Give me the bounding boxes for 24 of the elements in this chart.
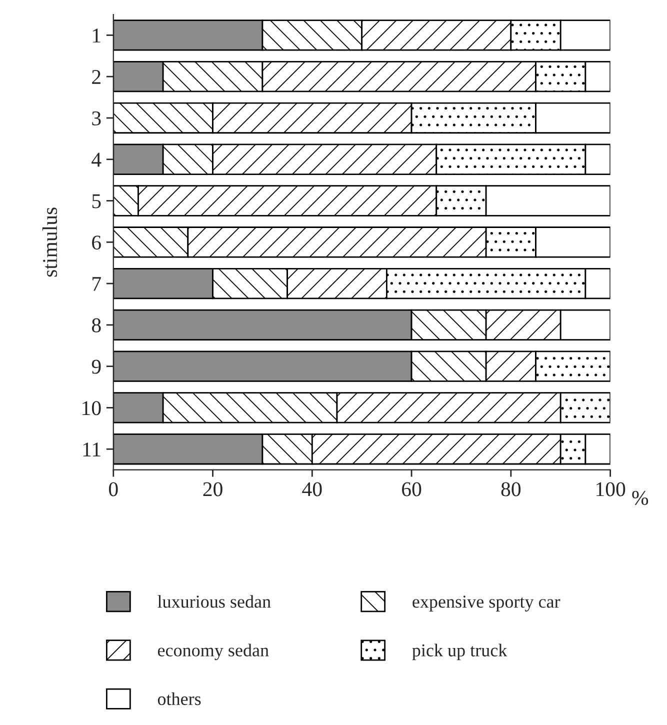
x-axis-title: % [632, 490, 648, 506]
y-tick-label: 5 [92, 194, 101, 208]
y-tick-label: 7 [92, 277, 101, 291]
legend-label: economy sedan [158, 644, 269, 660]
x-tick-label: 100 [596, 482, 626, 496]
y-tick-label: 1 [93, 28, 100, 42]
y-tick-label: 8 [92, 318, 101, 332]
x-tick-label: 20 [203, 482, 222, 496]
legend-label: others [158, 692, 201, 706]
y-tick-label: 6 [92, 236, 101, 250]
legend-label: luxurious sedan [158, 595, 271, 608]
y-tick-label: 3 [92, 111, 101, 126]
y-tick-label: 4 [92, 152, 102, 167]
y-tick-label: 9 [92, 360, 101, 374]
y-axis-title: stimulus [42, 208, 58, 277]
x-tick-label: 60 [402, 482, 422, 496]
y-tick-label: 11 [83, 442, 100, 456]
x-tick-label: 0 [108, 482, 118, 496]
y-tick-label: 10 [82, 401, 101, 416]
y-tick-label: 2 [92, 70, 100, 84]
x-tick-label: 40 [302, 482, 322, 496]
legend-label: pick up truck [412, 644, 508, 660]
legend-label: expensive sporty car [412, 596, 560, 612]
x-tick-label: 80 [501, 482, 521, 496]
